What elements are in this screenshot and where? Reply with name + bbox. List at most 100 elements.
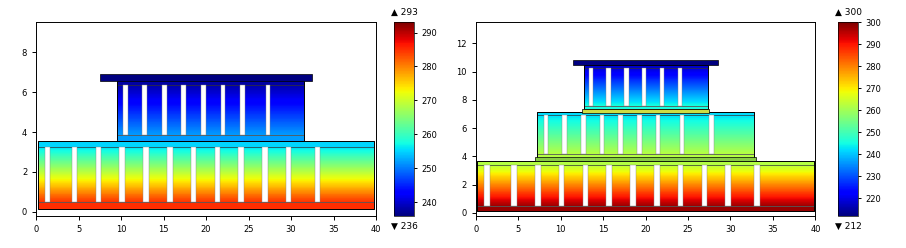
Bar [583, 78, 708, 79]
Bar [477, 195, 814, 196]
Bar [201, 85, 206, 135]
Bar [117, 122, 304, 123]
Bar [583, 89, 708, 90]
Bar [559, 165, 564, 206]
Bar [536, 149, 754, 150]
Bar [536, 133, 754, 134]
Bar [656, 115, 660, 154]
Bar [583, 165, 588, 206]
Bar [535, 165, 541, 206]
Bar [477, 196, 814, 197]
Bar [477, 175, 814, 176]
Bar [38, 197, 374, 198]
Bar [536, 138, 754, 139]
Bar [583, 77, 708, 78]
Bar [117, 90, 304, 91]
Bar [583, 100, 708, 101]
Bar [38, 160, 374, 161]
Bar [117, 129, 304, 130]
Bar [606, 68, 611, 106]
Bar [38, 141, 374, 209]
Bar [536, 131, 754, 132]
Bar [581, 115, 585, 154]
Bar [38, 157, 374, 158]
Bar [536, 118, 754, 119]
Bar [583, 99, 708, 100]
Bar [38, 195, 374, 196]
Bar [38, 155, 374, 156]
Bar [536, 142, 754, 143]
Bar [536, 124, 754, 125]
Bar [583, 70, 708, 71]
Bar [117, 95, 304, 96]
Bar [582, 109, 709, 113]
Bar [536, 144, 754, 145]
Bar [38, 162, 374, 163]
Bar [117, 135, 304, 141]
Bar [536, 134, 754, 135]
Bar [38, 199, 374, 200]
Bar [215, 147, 220, 202]
Bar [660, 68, 664, 106]
Bar [536, 120, 754, 121]
Bar [477, 178, 814, 179]
Bar [536, 152, 754, 153]
Bar [477, 188, 814, 189]
Bar [583, 92, 708, 93]
Bar [544, 115, 548, 154]
Bar [583, 68, 708, 69]
Text: ▲ 293: ▲ 293 [390, 7, 418, 17]
Bar [583, 93, 708, 94]
Bar [583, 80, 708, 81]
Bar [38, 184, 374, 185]
Bar [38, 175, 374, 176]
Text: ▼ 236: ▼ 236 [390, 221, 418, 231]
Bar [167, 147, 172, 202]
Bar [38, 172, 374, 173]
Bar [38, 141, 374, 147]
Bar [477, 171, 814, 172]
Bar [286, 147, 292, 202]
Bar [477, 181, 814, 182]
Bar [536, 143, 754, 144]
Bar [38, 163, 374, 164]
Bar [536, 132, 754, 133]
Bar [477, 177, 814, 178]
Bar [477, 165, 814, 166]
Bar [117, 125, 304, 126]
Bar [477, 191, 814, 192]
Bar [573, 60, 718, 65]
Bar [583, 98, 708, 99]
Bar [100, 74, 313, 81]
Bar [240, 85, 245, 135]
Bar [117, 87, 304, 88]
Bar [583, 65, 708, 109]
Bar [600, 115, 604, 154]
Bar [754, 165, 760, 206]
Bar [624, 68, 629, 106]
Bar [642, 68, 646, 106]
Bar [38, 182, 374, 183]
Bar [143, 147, 149, 202]
Bar [117, 112, 304, 113]
Bar [72, 147, 77, 202]
Bar [536, 117, 754, 118]
Bar [701, 165, 707, 206]
Bar [536, 149, 754, 150]
Bar [117, 133, 304, 134]
Bar [38, 174, 374, 175]
Bar [536, 141, 754, 142]
Bar [117, 94, 304, 95]
Bar [631, 165, 636, 206]
Bar [583, 81, 708, 82]
Bar [477, 190, 814, 191]
Bar [38, 185, 374, 186]
Bar [117, 87, 304, 88]
Bar [726, 165, 731, 206]
Bar [117, 107, 304, 108]
Bar [637, 115, 641, 154]
Bar [536, 151, 754, 152]
Bar [477, 187, 814, 188]
Bar [536, 112, 754, 157]
Bar [583, 87, 708, 88]
